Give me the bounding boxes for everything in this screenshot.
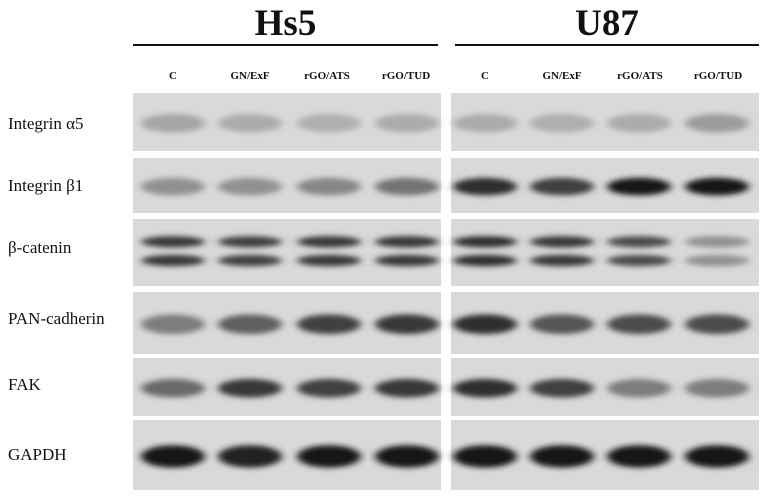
blot-band (607, 114, 671, 133)
blot-band (297, 379, 361, 398)
blot-band (685, 445, 749, 467)
blot-pan-cadherin (133, 292, 759, 354)
protein-label-pan-cadherin: PAN-cadherin (8, 309, 105, 329)
blot-band (375, 114, 439, 133)
blot-band (607, 445, 671, 467)
blot-band (375, 445, 439, 467)
blot-band (141, 314, 205, 334)
blot-band (607, 379, 671, 398)
blot-band (685, 114, 749, 133)
protein-label-gapdh: GAPDH (8, 445, 67, 465)
blot-band (218, 236, 282, 247)
group-separator (441, 93, 451, 151)
blot-band (453, 178, 517, 196)
blot-band (375, 236, 439, 247)
blot-band (218, 114, 282, 133)
blot-band (297, 178, 361, 196)
blot-band (530, 445, 594, 467)
blot-band (141, 255, 205, 266)
blot-band (453, 314, 517, 334)
blot-band (453, 114, 517, 133)
lane-label: C (445, 70, 525, 82)
blot-band (530, 255, 594, 266)
group-separator (441, 219, 451, 286)
blot-band (453, 379, 517, 398)
blot-integrin-b1 (133, 158, 759, 213)
blot-band (453, 445, 517, 467)
blot-band (297, 114, 361, 133)
protein-label-fak: FAK (8, 375, 41, 395)
blot-band (297, 255, 361, 266)
blot-band (685, 178, 749, 196)
group-title-u87: U87 (455, 2, 759, 45)
blot-band (530, 379, 594, 398)
blot-band (685, 236, 749, 247)
group-separator (441, 358, 451, 416)
blot-band (297, 445, 361, 467)
blot-band (141, 379, 205, 398)
blot-integrin-a5 (133, 93, 759, 151)
blot-band (218, 314, 282, 334)
blot-band (141, 178, 205, 196)
blot-band (218, 445, 282, 467)
blot-band (685, 255, 749, 266)
blot-beta-catenin (133, 219, 759, 286)
blot-band (607, 255, 671, 266)
blot-band (141, 236, 205, 247)
blot-band (607, 178, 671, 196)
blot-band (218, 178, 282, 196)
blot-band (375, 379, 439, 398)
blot-band (607, 314, 671, 334)
blot-gapdh (133, 420, 759, 490)
protein-label-integrin-a5: Integrin α5 (8, 114, 83, 134)
blot-band (530, 178, 594, 196)
blot-band (218, 379, 282, 398)
group-separator (441, 420, 451, 490)
lane-label: rGO/TUD (678, 70, 758, 82)
blot-band (685, 314, 749, 334)
lane-label: GN/ExF (522, 70, 602, 82)
blot-band (685, 379, 749, 398)
lane-label: rGO/ATS (600, 70, 680, 82)
blot-band (375, 255, 439, 266)
group-underline-hs5 (133, 44, 438, 46)
group-separator (441, 158, 451, 213)
protein-label-integrin-b1: Integrin β1 (8, 176, 83, 196)
blot-band (375, 314, 439, 334)
blot-band (453, 236, 517, 247)
blot-band (141, 445, 205, 467)
blot-band (453, 255, 517, 266)
blot-band (218, 255, 282, 266)
blot-band (141, 114, 205, 133)
blot-fak (133, 358, 759, 416)
blot-band (375, 178, 439, 196)
blot-band (530, 236, 594, 247)
group-title-hs5: Hs5 (133, 2, 438, 45)
group-separator (441, 292, 451, 354)
lane-label: rGO/ATS (287, 70, 367, 82)
blot-band (530, 314, 594, 334)
lane-label: C (133, 70, 213, 82)
blot-band (297, 236, 361, 247)
lane-label: GN/ExF (210, 70, 290, 82)
blot-band (607, 236, 671, 247)
protein-label-beta-catenin: β-catenin (8, 238, 71, 258)
group-underline-u87 (455, 44, 759, 46)
blot-band (530, 114, 594, 133)
lane-label: rGO/TUD (366, 70, 446, 82)
blot-band (297, 314, 361, 334)
